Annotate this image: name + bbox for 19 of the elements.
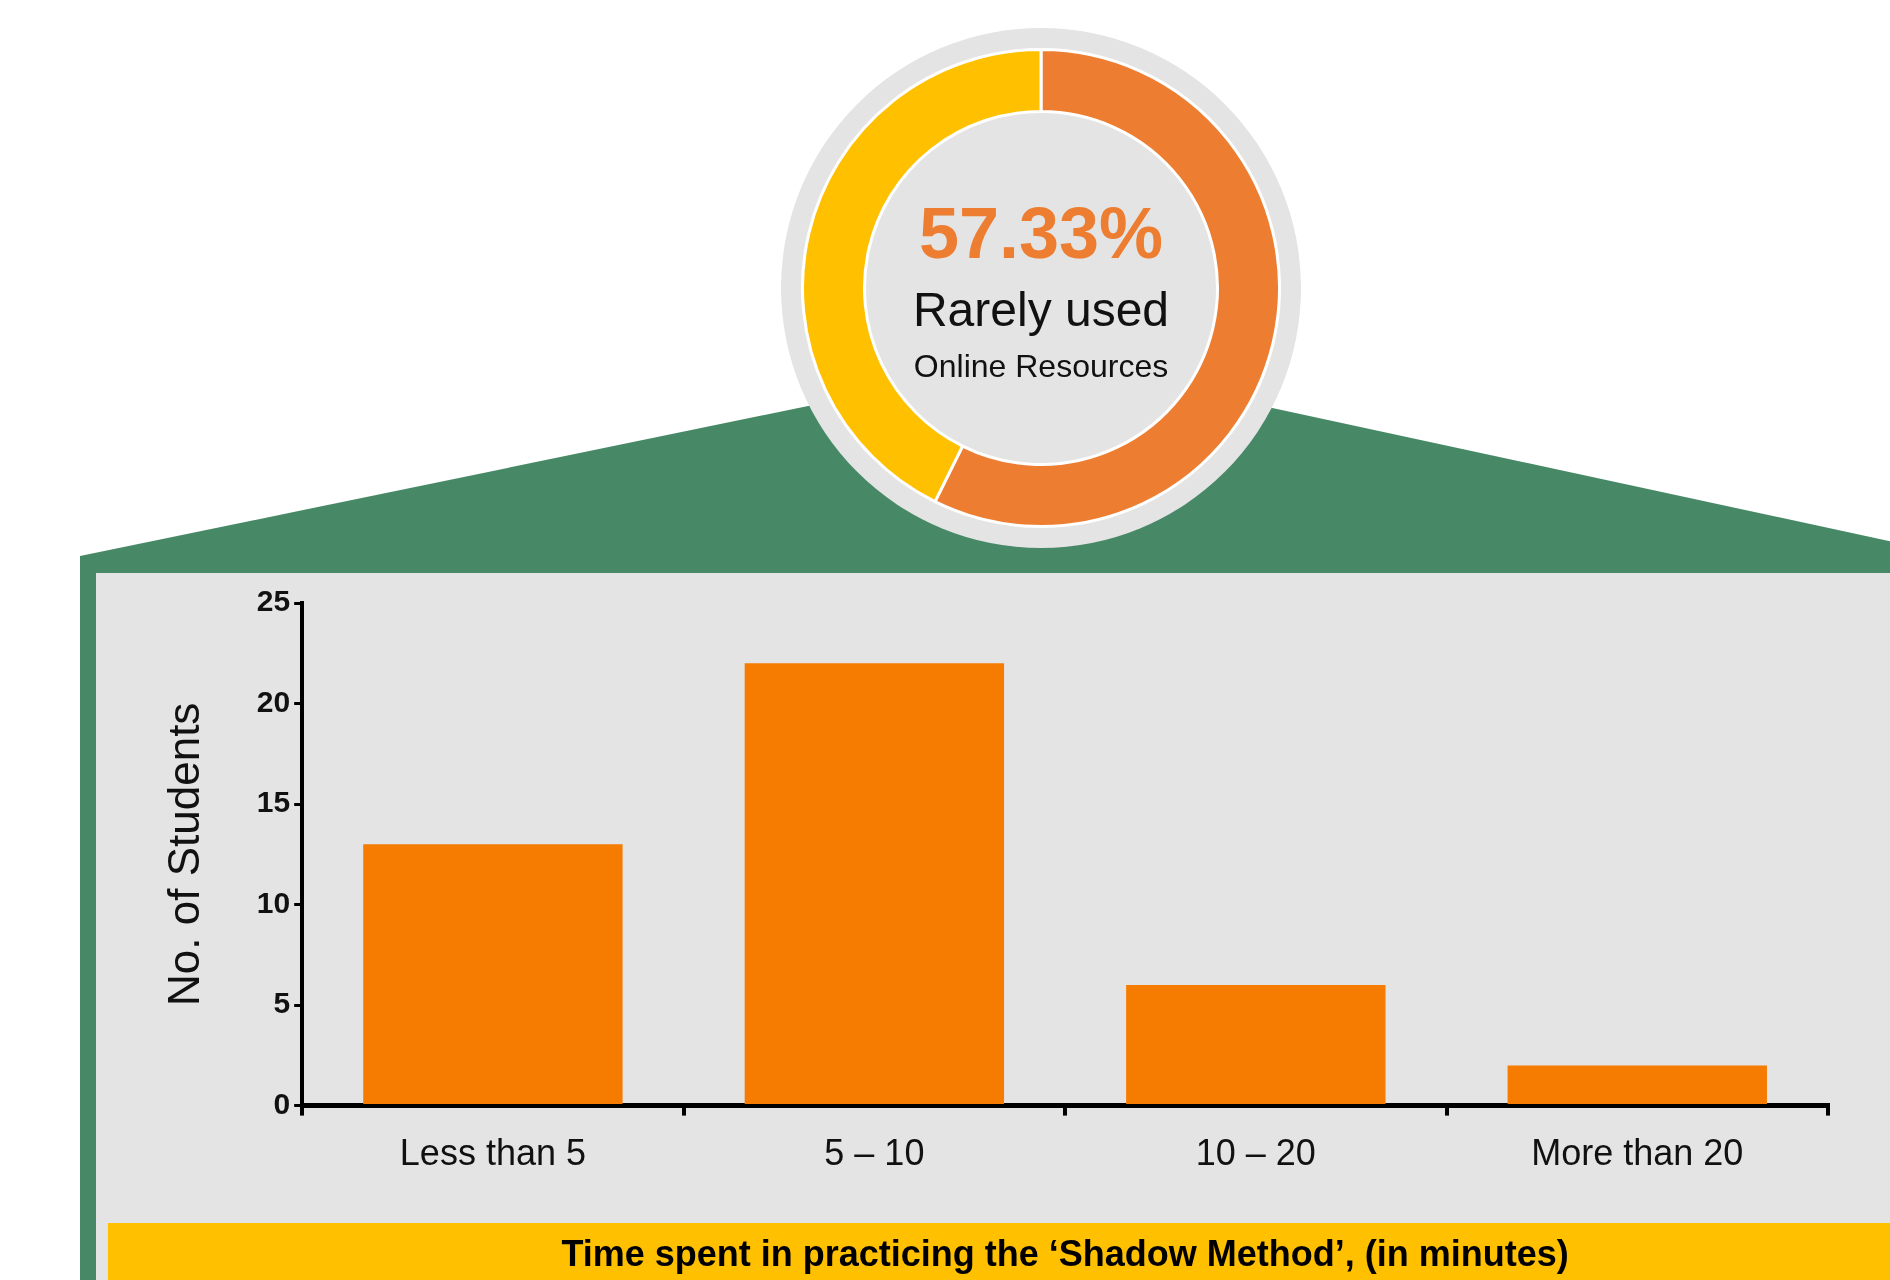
x-tick-label: Less than 5 bbox=[399, 1132, 586, 1174]
x-tick-label: More than 20 bbox=[1531, 1132, 1744, 1174]
y-tick-label: 5 bbox=[273, 986, 291, 1020]
y-tick-label: 0 bbox=[273, 1086, 291, 1120]
x-tick-label: 5 – 10 bbox=[824, 1132, 925, 1174]
y-tick-label: 10 bbox=[256, 885, 291, 919]
text: Online Resources bbox=[913, 347, 1169, 384]
bar bbox=[1126, 984, 1386, 1105]
x-tick-label: 10 – 20 bbox=[1195, 1132, 1316, 1174]
text: Rarely used bbox=[912, 283, 1170, 337]
bar bbox=[363, 844, 623, 1105]
bar bbox=[1507, 1065, 1767, 1105]
y-tick-label: 15 bbox=[256, 785, 291, 819]
x-axis-title: Time spent in practicing the ‘Shadow Method’, (in minutes) bbox=[561, 1233, 1569, 1275]
data-label: 57.33% bbox=[918, 192, 1164, 273]
y-axis-title: No. of Students bbox=[158, 702, 208, 1006]
y-tick-label: 20 bbox=[256, 684, 291, 718]
bar bbox=[744, 663, 1005, 1105]
y-tick-label: 25 bbox=[256, 584, 291, 618]
